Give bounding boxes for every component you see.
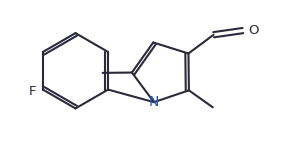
Text: O: O <box>248 24 259 37</box>
Text: F: F <box>29 85 37 98</box>
Text: N: N <box>149 95 159 109</box>
